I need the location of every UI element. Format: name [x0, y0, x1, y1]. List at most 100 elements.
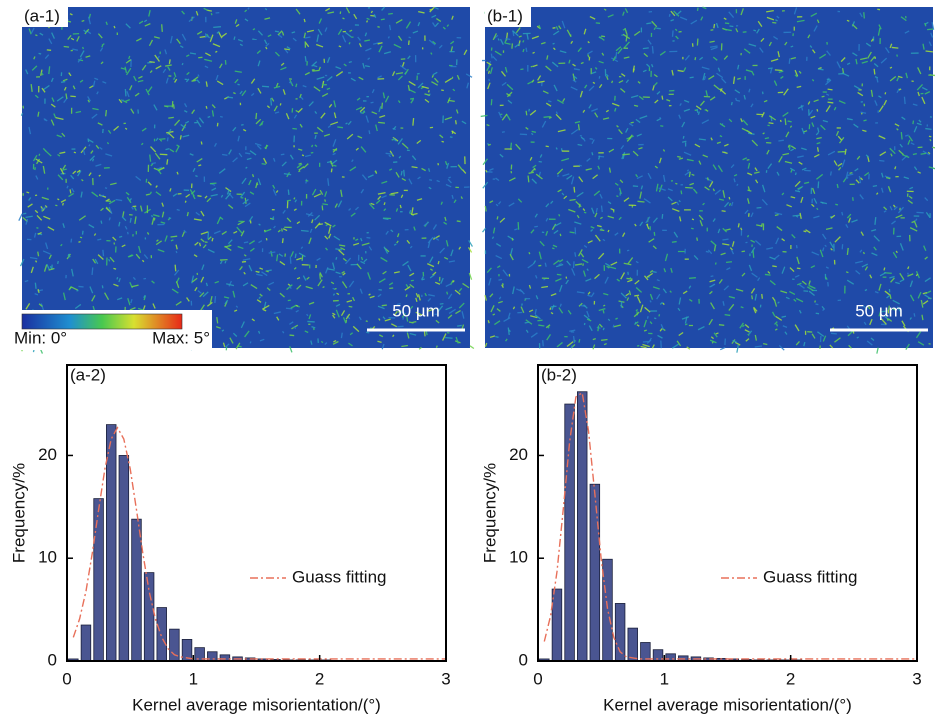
map-texture — [681, 140, 687, 143]
map-texture — [677, 69, 684, 73]
map-texture — [701, 119, 710, 125]
map-texture — [768, 115, 777, 121]
map-texture — [803, 341, 806, 347]
map-texture — [917, 91, 920, 97]
map-texture — [489, 200, 494, 204]
map-texture — [432, 235, 440, 240]
map-texture — [766, 149, 770, 155]
map-texture — [401, 312, 407, 318]
map-texture — [227, 204, 234, 209]
map-texture — [611, 80, 614, 84]
map-texture — [556, 99, 564, 105]
y-tick-label: 20 — [509, 445, 528, 464]
map-texture — [538, 324, 545, 327]
map-texture — [863, 119, 867, 122]
map-texture — [113, 125, 120, 131]
map-texture — [461, 311, 465, 319]
map-texture — [346, 299, 353, 303]
map-texture — [68, 72, 72, 77]
map-texture — [165, 77, 169, 84]
map-texture — [446, 24, 450, 27]
map-texture — [41, 87, 46, 93]
map-texture — [365, 47, 372, 52]
panel-label: (b-2) — [541, 365, 577, 384]
map-texture — [191, 109, 196, 115]
map-texture — [81, 178, 84, 182]
map-texture — [776, 171, 780, 176]
x-tick-label: 0 — [533, 669, 542, 688]
map-texture — [593, 190, 601, 196]
map-texture — [357, 135, 363, 139]
map-texture — [306, 276, 310, 280]
map-texture — [874, 100, 878, 106]
map-texture — [462, 282, 470, 289]
map-texture — [197, 195, 202, 198]
map-texture — [155, 65, 162, 70]
map-texture — [410, 97, 415, 100]
bar — [118, 455, 130, 662]
map-texture — [292, 127, 297, 130]
map-texture — [671, 201, 677, 205]
map-texture — [721, 210, 726, 213]
map-texture — [383, 202, 386, 206]
map-texture — [468, 240, 473, 247]
map-texture — [289, 346, 293, 353]
map-texture — [587, 50, 593, 55]
map-texture — [545, 145, 549, 148]
map-texture — [907, 273, 914, 277]
map-texture — [282, 209, 286, 214]
map-texture — [181, 33, 187, 41]
map-texture — [280, 66, 287, 71]
map-texture — [67, 34, 72, 40]
map-texture — [431, 81, 439, 86]
map-texture — [574, 263, 583, 266]
map-texture — [705, 177, 713, 182]
map-texture — [337, 200, 343, 208]
map-texture — [50, 119, 55, 126]
map-texture — [865, 154, 869, 158]
map-texture — [445, 306, 453, 311]
map-texture — [528, 171, 534, 174]
map-texture — [628, 134, 633, 140]
map-texture — [301, 255, 304, 261]
map-texture — [847, 330, 854, 337]
map-texture — [155, 191, 162, 197]
map-texture — [767, 67, 773, 70]
map-texture — [181, 62, 184, 66]
map-texture — [214, 295, 217, 304]
map-texture — [559, 50, 567, 54]
map-texture — [679, 16, 688, 21]
map-texture — [443, 221, 448, 225]
map-texture — [83, 29, 88, 34]
map-texture — [244, 330, 250, 338]
map-texture — [193, 218, 202, 221]
map-texture — [898, 149, 904, 156]
map-texture — [499, 38, 504, 45]
map-texture — [380, 18, 385, 21]
map-texture — [616, 195, 619, 198]
map-texture — [524, 321, 530, 324]
map-texture — [229, 337, 234, 344]
map-texture — [358, 76, 364, 81]
map-texture — [191, 275, 195, 284]
map-texture — [185, 78, 190, 83]
map-texture — [428, 186, 432, 190]
map-texture — [893, 206, 898, 211]
map-texture — [635, 308, 639, 312]
map-texture — [408, 89, 416, 94]
map-texture — [487, 70, 491, 74]
map-texture — [127, 254, 133, 258]
map-texture — [662, 149, 666, 152]
map-texture — [673, 10, 680, 17]
map-texture — [530, 229, 535, 234]
map-texture — [761, 112, 765, 118]
map-texture — [125, 59, 132, 64]
map-texture — [349, 332, 354, 336]
map-texture — [798, 309, 802, 314]
map-texture — [625, 127, 629, 133]
map-texture — [29, 256, 38, 260]
map-texture — [790, 45, 794, 48]
map-texture — [364, 65, 370, 68]
map-texture — [840, 57, 846, 63]
map-texture — [105, 110, 108, 117]
